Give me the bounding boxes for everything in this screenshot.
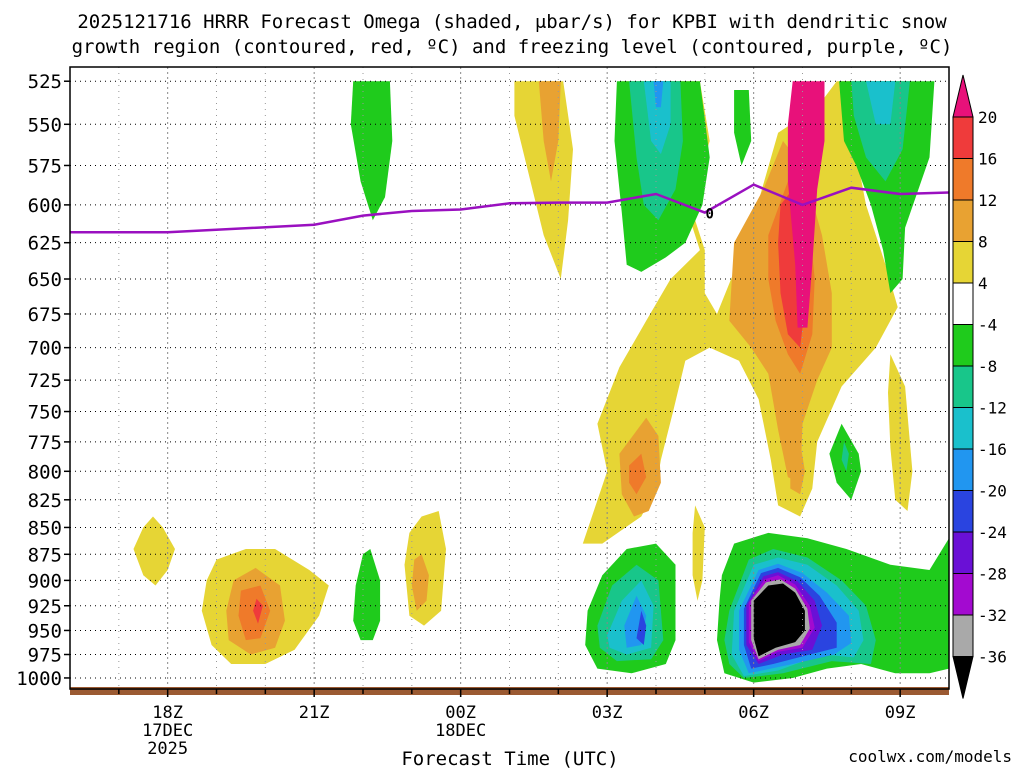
x-tick-label: 21Z xyxy=(299,703,330,723)
omega-shading xyxy=(133,81,949,683)
colorbar-label: -8 xyxy=(978,357,997,376)
omega-region-30 xyxy=(692,505,705,601)
colorbar-label: -4 xyxy=(978,316,997,335)
omega-region-44 xyxy=(753,583,805,657)
x-tick-label: 06Z xyxy=(738,703,769,723)
colorbar: 20 16 12 8 4 -4 -8 -12 -16 -20 -24 -28 -32 -36 xyxy=(952,74,1007,699)
freezing-level-label: 0 xyxy=(705,207,713,223)
colorbar-segment-3 xyxy=(952,199,974,242)
x-tick-date: 17DEC xyxy=(142,721,193,741)
colorbar-label: 12 xyxy=(978,191,997,210)
colorbar-label: -24 xyxy=(978,523,1007,542)
colorbar-segment-1 xyxy=(952,116,974,159)
omega-region-5 xyxy=(353,549,381,641)
colorbar-label: -32 xyxy=(978,606,1007,625)
colorbar-segment-5 xyxy=(952,282,974,325)
y-tick-label: 875 xyxy=(28,544,62,566)
colorbar-segment-11 xyxy=(952,531,974,574)
y-tick-label: 675 xyxy=(28,304,62,326)
y-tick-label: 950 xyxy=(28,620,62,642)
y-tick-label: 850 xyxy=(28,517,62,539)
colorbar-top-arrow xyxy=(952,74,974,118)
omega-region-35 xyxy=(636,610,647,645)
y-tick-label: 650 xyxy=(28,269,62,291)
y-axis: 525 550 575 600 625 650 675 700 725 750 775 800 825 8… xyxy=(16,71,70,690)
freezing-level-line xyxy=(70,183,949,234)
y-tick-label: 525 xyxy=(28,71,62,93)
x-tick-year: 2025 xyxy=(147,739,188,759)
colorbar-segment-7 xyxy=(952,365,974,408)
y-tick-label: 900 xyxy=(28,570,62,592)
colorbar-label: -16 xyxy=(978,440,1007,459)
colorbar-segment-4 xyxy=(952,241,974,284)
y-tick-label: 625 xyxy=(28,233,62,255)
omega-region-25 xyxy=(851,81,910,182)
colorbar-segment-9 xyxy=(952,448,974,491)
colorbar-label: -20 xyxy=(978,482,1007,501)
colorbar-bottom-arrow xyxy=(952,656,974,699)
y-tick-label: 575 xyxy=(28,155,62,177)
omega-region-7 xyxy=(411,554,429,611)
x-tick-label: 00Z xyxy=(445,703,476,723)
y-tick-label: 700 xyxy=(28,338,62,360)
grid-lines xyxy=(70,67,949,689)
y-tick-label: 775 xyxy=(28,432,62,454)
omega-region-21 xyxy=(643,81,671,155)
colorbar-segment-10 xyxy=(952,490,974,533)
omega-region-22 xyxy=(653,81,664,108)
y-tick-label: 825 xyxy=(28,490,62,512)
x-tick-label: 09Z xyxy=(885,703,916,723)
colorbar-segment-2 xyxy=(952,158,974,201)
y-tick-label: 800 xyxy=(28,461,62,483)
y-tick-label: 750 xyxy=(28,402,62,424)
y-tick-label: 925 xyxy=(28,596,62,618)
colorbar-segment-12 xyxy=(952,573,974,616)
omega-region-26 xyxy=(866,81,896,125)
omega-region-17 xyxy=(629,453,647,495)
omega-region-8 xyxy=(350,81,393,221)
colorbar-label: -28 xyxy=(978,565,1007,584)
chart-title-line1: 2025121716 HRRR Forecast Omega (shaded, … xyxy=(77,11,947,33)
x-tick-date: 18DEC xyxy=(435,721,486,741)
x-tick-label: 03Z xyxy=(592,703,623,723)
colorbar-segment-13 xyxy=(952,614,974,657)
y-tick-label: 1000 xyxy=(16,668,62,690)
y-tick-label: 975 xyxy=(28,645,62,667)
omega-region-0 xyxy=(133,516,175,586)
x-axis-label: Forecast Time (UTC) xyxy=(401,748,618,768)
y-tick-label: 725 xyxy=(28,370,62,392)
colorbar-segment-6 xyxy=(952,324,974,367)
y-tick-label: 550 xyxy=(28,114,62,136)
colorbar-label: 4 xyxy=(978,274,988,293)
colorbar-label: 8 xyxy=(978,233,988,252)
omega-region-29 xyxy=(841,441,849,472)
colorbar-segment-8 xyxy=(952,407,974,450)
omega-region-23 xyxy=(734,90,752,166)
colorbar-label: 16 xyxy=(978,150,997,169)
x-tick-label: 18Z xyxy=(152,703,183,723)
y-tick-label: 600 xyxy=(28,195,62,217)
omega-region-10 xyxy=(538,81,561,182)
colorbar-label: -12 xyxy=(978,399,1007,418)
colorbar-label: 20 xyxy=(978,108,997,127)
credit-text: coolwx.com/models xyxy=(848,747,1012,766)
omega-region-4 xyxy=(253,598,263,624)
omega-region-18 xyxy=(790,441,805,495)
chart-title-line2: growth region (contoured, red, ºC) and f… xyxy=(72,36,953,58)
colorbar-label: -36 xyxy=(978,648,1007,667)
